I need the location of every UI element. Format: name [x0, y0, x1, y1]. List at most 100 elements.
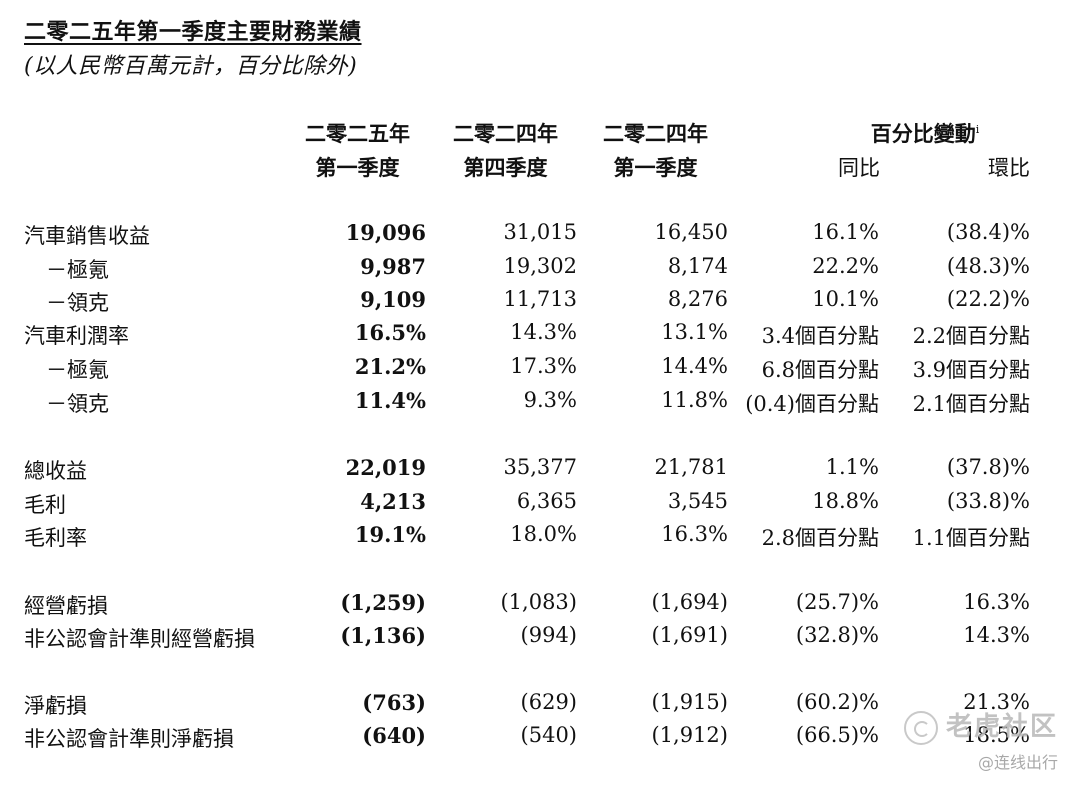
cell-q1-2024: 14.4%: [661, 354, 728, 378]
col-header-q1-2024: 二零二四年 第一季度: [598, 118, 713, 182]
cell-q1-2025: 22,019: [345, 455, 426, 480]
row-label: 經營虧損: [24, 594, 108, 618]
row-label: －領克: [46, 392, 109, 416]
row-label: 淨虧損: [24, 694, 87, 718]
table-row: －極氪 9,987 19,302 8,174 22.2% (48.3)%: [0, 254, 1080, 287]
cell-q1-2025: (763): [362, 690, 426, 715]
cell-q4-2024: 31,015: [503, 220, 577, 244]
table-row: －領克 11.4% 9.3% 11.8% (0.4)個百分點 2.1個百分點: [0, 388, 1080, 421]
row-label: 總收益: [24, 459, 87, 483]
cell-q1-2024: (1,694): [651, 590, 728, 614]
table-row: 經營虧損 (1,259) (1,083) (1,694) (25.7)% 16.3%: [0, 590, 1080, 623]
row-label: －極氪: [46, 358, 109, 382]
cell-q1-2025: 19.1%: [354, 522, 426, 547]
table-row: 非公認會計準則經營虧損 (1,136) (994) (1,691) (32.8)% 14.…: [0, 623, 1080, 656]
cell-qoq: 3.9個百分點: [912, 358, 1030, 382]
cell-q1-2025: (1,136): [340, 623, 426, 648]
cell-yoy: (66.5)%: [795, 723, 879, 747]
cell-yoy: (60.2)%: [795, 690, 879, 714]
watermark-main: 老虎社区: [945, 712, 1058, 742]
table-row: 非公認會計準則淨虧損 (640) (540) (1,912) (66.5)% 18.5%: [0, 723, 1080, 756]
cell-q1-2024: 16,450: [654, 220, 728, 244]
cell-yoy: 1.1%: [825, 455, 879, 479]
cell-q4-2024: 17.3%: [510, 354, 577, 378]
table-row: 毛利率 19.1% 18.0% 16.3% 2.8個百分點 1.1個百分點: [0, 522, 1080, 555]
cell-yoy: 3.4個百分點: [761, 324, 879, 348]
cell-q1-2024: 13.1%: [661, 320, 728, 344]
cell-q4-2024: (629): [520, 690, 577, 714]
cell-q4-2024: 14.3%: [510, 320, 577, 344]
cell-q1-2025: 19,096: [345, 220, 426, 245]
cell-q1-2024: (1,691): [651, 623, 728, 647]
cell-qoq: 14.3%: [963, 623, 1030, 647]
pct-change-footnote: i: [975, 123, 980, 136]
cell-q1-2025: (1,259): [340, 590, 426, 615]
cell-qoq: 16.3%: [963, 590, 1030, 614]
row-label: 汽車利潤率: [24, 324, 129, 348]
cell-yoy: 6.8個百分點: [761, 358, 879, 382]
cell-qoq: 18.5%: [963, 723, 1030, 747]
cell-yoy: 16.1%: [812, 220, 879, 244]
cell-q1-2025: 9,987: [360, 254, 426, 279]
cell-q1-2024: (1,912): [651, 723, 728, 747]
col-header-qoq: 環比: [988, 156, 1030, 180]
watermark-sub: @连线出行: [977, 752, 1058, 772]
table-row: 淨虧損 (763) (629) (1,915) (60.2)% 21.3%: [0, 690, 1080, 723]
cell-q1-2024: 3,545: [667, 489, 728, 513]
cell-yoy: (25.7)%: [795, 590, 879, 614]
cell-q1-2025: (640): [362, 723, 426, 748]
cell-q1-2024: (1,915): [651, 690, 728, 714]
table-row: －領克 9,109 11,713 8,276 10.1% (22.2)%: [0, 287, 1080, 320]
cell-yoy: 10.1%: [812, 287, 879, 311]
cell-q1-2025: 9,109: [360, 287, 426, 312]
cell-q1-2025: 4,213: [360, 489, 426, 514]
cell-q4-2024: (540): [520, 723, 577, 747]
cell-q1-2025: 16.5%: [354, 320, 426, 345]
col-header-q1-2024-line2: 第一季度: [613, 155, 698, 180]
cell-q4-2024: 35,377: [503, 455, 577, 479]
col-header-q1-2025: 二零二五年 第一季度: [300, 118, 415, 182]
page-title: 二零二五年第一季度主要財務業績: [24, 19, 362, 45]
cell-q1-2024: 11.8%: [661, 388, 728, 412]
cell-qoq: (22.2)%: [946, 287, 1030, 311]
cell-qoq: (37.8)%: [946, 455, 1030, 479]
watermark: 老虎社区 @连线出行: [903, 706, 1058, 773]
col-header-q4-2024-line2: 第四季度: [463, 155, 548, 180]
col-header-q4-2024-line1: 二零二四年: [453, 121, 558, 146]
page-subtitle: (以人民幣百萬元計，百分比除外): [24, 54, 358, 79]
cell-qoq: (48.3)%: [946, 254, 1030, 278]
cell-q4-2024: 9.3%: [523, 388, 577, 412]
table-row: 汽車利潤率 16.5% 14.3% 13.1% 3.4個百分點 2.2個百分點: [0, 320, 1080, 353]
row-label: 毛利: [24, 493, 66, 517]
cell-q4-2024: 6,365: [516, 489, 577, 513]
cell-yoy: (0.4)個百分點: [745, 392, 879, 416]
col-header-q4-2024: 二零二四年 第四季度: [448, 118, 563, 182]
cell-q4-2024: 11,713: [503, 287, 577, 311]
cell-yoy: 18.8%: [812, 489, 879, 513]
cell-qoq: 2.1個百分點: [912, 392, 1030, 416]
cell-q4-2024: 19,302: [503, 254, 577, 278]
cell-q1-2025: 21.2%: [354, 354, 426, 379]
row-label: 毛利率: [24, 526, 87, 550]
table-row: －極氪 21.2% 17.3% 14.4% 6.8個百分點 3.9個百分點: [0, 354, 1080, 387]
col-header-q1-2025-line1: 二零二五年: [305, 121, 410, 146]
cell-yoy: 22.2%: [812, 254, 879, 278]
cell-qoq: (33.8)%: [946, 489, 1030, 513]
cell-yoy: (32.8)%: [795, 623, 879, 647]
cell-qoq: 2.2個百分點: [912, 324, 1030, 348]
cell-qoq: 1.1個百分點: [912, 526, 1030, 550]
cell-q1-2024: 21,781: [654, 455, 728, 479]
col-header-q1-2024-line1: 二零二四年: [603, 121, 708, 146]
table-row: 毛利 4,213 6,365 3,545 18.8% (33.8)%: [0, 489, 1080, 522]
cell-yoy: 2.8個百分點: [761, 526, 879, 550]
cell-q1-2025: 11.4%: [354, 388, 426, 413]
row-label: －極氪: [46, 258, 109, 282]
col-header-yoy: 同比: [838, 156, 880, 180]
row-label: －領克: [46, 291, 109, 315]
cell-q1-2024: 8,174: [667, 254, 728, 278]
cell-q1-2024: 8,276: [667, 287, 728, 311]
table-row: 汽車銷售收益 19,096 31,015 16,450 16.1% (38.4)%: [0, 220, 1080, 253]
cell-q4-2024: 18.0%: [510, 522, 577, 546]
col-header-pct-change: 百分比變動i: [860, 118, 990, 148]
table-row: 總收益 22,019 35,377 21,781 1.1% (37.8)%: [0, 455, 1080, 488]
